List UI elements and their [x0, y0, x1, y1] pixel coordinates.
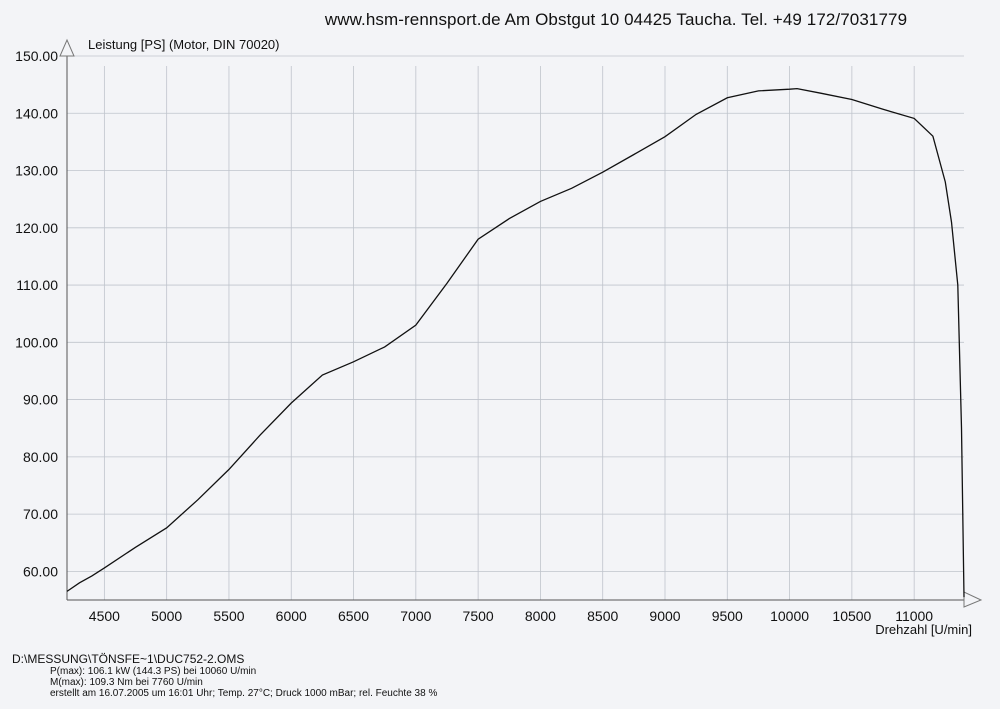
grid-lines [67, 55, 964, 600]
y-axis-arrow-icon [59, 38, 75, 57]
power-curve [66, 87, 965, 598]
x-tick-label: 9500 [712, 608, 743, 624]
x-axis-label: Drehzahl [U/min] [875, 622, 972, 637]
chart-header: www.hsm-rennsport.de Am Obstgut 10 04425… [0, 10, 1000, 30]
y-tick-label: 70.00 [23, 506, 58, 522]
y-tick-label: 110.00 [16, 277, 58, 293]
y-tick-label: 90.00 [23, 392, 58, 408]
y-tick-label: 80.00 [23, 449, 58, 465]
y-tick-label: 60.00 [23, 563, 58, 579]
created-line: erstellt am 16.07.2005 um 16:01 Uhr; Tem… [50, 688, 438, 699]
x-tick-label: 11000 [895, 608, 933, 624]
x-tick-labels: 4500 5000 5500 6000 6500 7000 7500 8000 8500 9000… [89, 608, 934, 624]
y-tick-label: 130.00 [15, 163, 58, 179]
footer: D:\MESSUNG\TÖNSFE~1\DUC752-2.OMS P(max):… [12, 652, 437, 699]
mmax-line: M(max): 109.3 Nm bei 7760 U/min [50, 677, 203, 688]
x-tick-label: 5500 [213, 608, 244, 624]
x-tick-label: 8000 [525, 608, 556, 624]
x-tick-label: 7000 [400, 608, 431, 624]
y-tick-label: 120.00 [15, 220, 58, 236]
x-tick-label: 7500 [463, 608, 494, 624]
x-tick-label: 10500 [832, 608, 871, 624]
x-tick-label: 9000 [649, 608, 680, 624]
x-tick-label: 8500 [587, 608, 618, 624]
x-tick-label: 6500 [338, 608, 369, 624]
x-tick-label: 5000 [151, 608, 182, 624]
x-axis-arrow-icon [963, 591, 983, 608]
axes [59, 38, 983, 608]
x-tick-label: 4500 [89, 608, 120, 624]
x-tick-label: 6000 [276, 608, 307, 624]
y-tick-label: 150.00 [15, 48, 58, 64]
y-tick-label: 100.00 [15, 334, 58, 350]
pmax-line: P(max): 106.1 kW (144.3 PS) bei 10060 U/… [50, 666, 257, 677]
x-tick-label: 10000 [770, 608, 809, 624]
y-tick-label: 140.00 [15, 105, 58, 121]
y-tick-labels: 60.00 70.00 80.00 90.00 100.00 110.00 120.00 13… [15, 48, 58, 579]
file-path: D:\MESSUNG\TÖNSFE~1\DUC752-2.OMS [12, 652, 245, 666]
y-axis-label: Leistung [PS] (Motor, DIN 70020) [88, 37, 280, 52]
header-text: www.hsm-rennsport.de Am Obstgut 10 04425… [324, 10, 908, 29]
